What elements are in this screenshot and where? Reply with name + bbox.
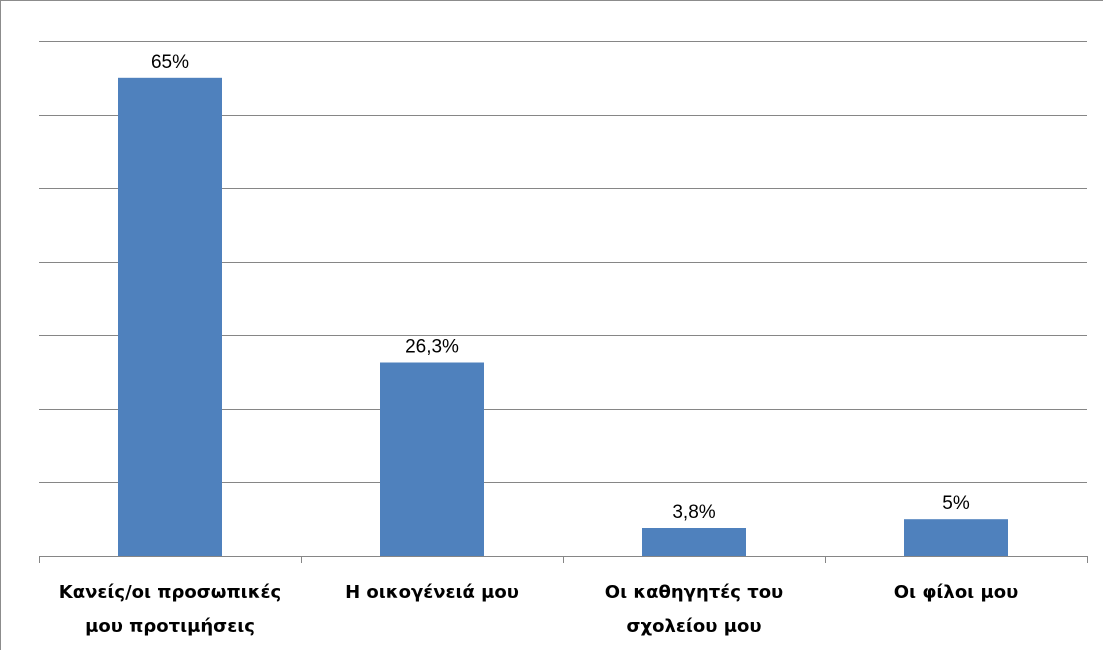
category-labels: Κανείς/οι προσωπικές μου προτιμήσεις Η οικ… <box>59 582 1018 637</box>
bar <box>642 528 746 556</box>
x-tick-label: Οι φίλοι μου <box>894 582 1018 603</box>
data-label: 26,3% <box>405 337 459 358</box>
bars <box>118 77 1008 557</box>
data-label: 5% <box>942 493 970 514</box>
bar <box>380 362 484 556</box>
x-tick-label: μου προτιμήσεις <box>85 616 255 637</box>
data-label: 65% <box>151 52 189 73</box>
x-tick-label: Η οικογένειά μου <box>345 582 519 603</box>
bar <box>904 519 1008 556</box>
x-tick-label: σχολείου μου <box>627 616 762 637</box>
x-tick-label: Οι καθηγητές του <box>605 582 783 603</box>
x-tick-label: Κανείς/οι προσωπικές <box>59 582 281 603</box>
value-labels: 65% 26,3% 3,8% 5% <box>151 52 970 523</box>
data-label: 3,8% <box>672 502 715 523</box>
axes <box>39 556 1088 563</box>
bar <box>118 77 222 557</box>
